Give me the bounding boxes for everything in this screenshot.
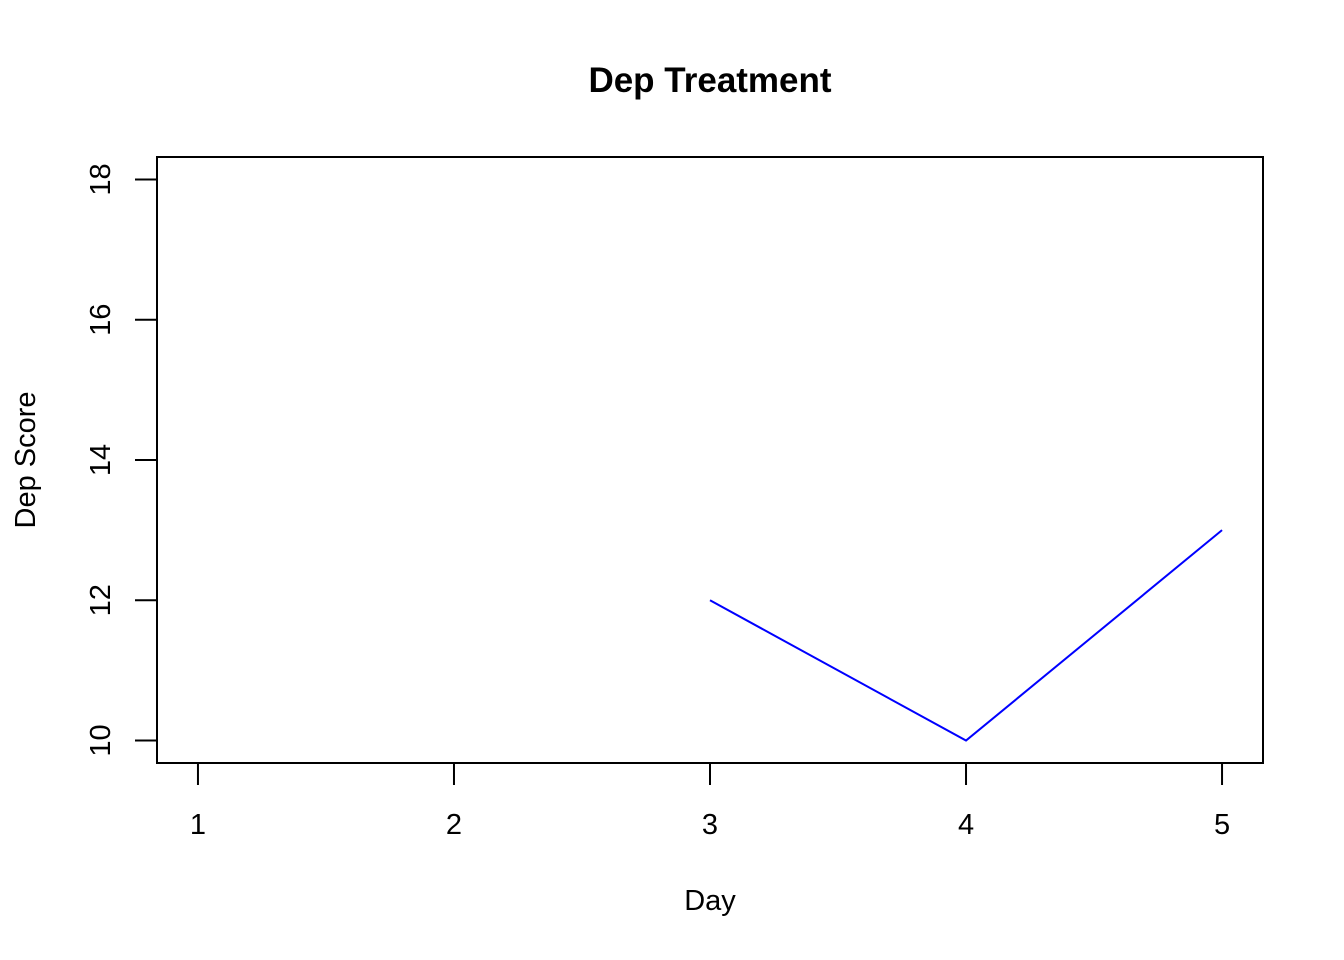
y-tick-label: 10: [85, 724, 117, 756]
y-axis: 10 12 14 16 18: [85, 163, 158, 757]
x-tick-label: 5: [1214, 809, 1230, 841]
x-tick-label: 3: [702, 809, 718, 841]
series-line: [709, 529, 1223, 742]
chart-title: Dep Treatment: [588, 61, 831, 100]
y-tick-label: 18: [85, 163, 117, 195]
x-axis: 1 2 3 4 5: [190, 762, 1230, 841]
x-tick-label: 4: [958, 809, 974, 841]
x-axis-label: Day: [684, 885, 736, 917]
y-axis-label: Dep Score: [10, 391, 42, 528]
series-layer: [709, 529, 1223, 742]
y-tick-label: 16: [85, 304, 117, 336]
plot-area-border: [156, 156, 1264, 764]
x-tick-label: 1: [190, 809, 206, 841]
x-tick-label: 2: [446, 809, 462, 841]
y-tick-label: 12: [85, 584, 117, 616]
y-tick-label: 14: [85, 444, 117, 476]
